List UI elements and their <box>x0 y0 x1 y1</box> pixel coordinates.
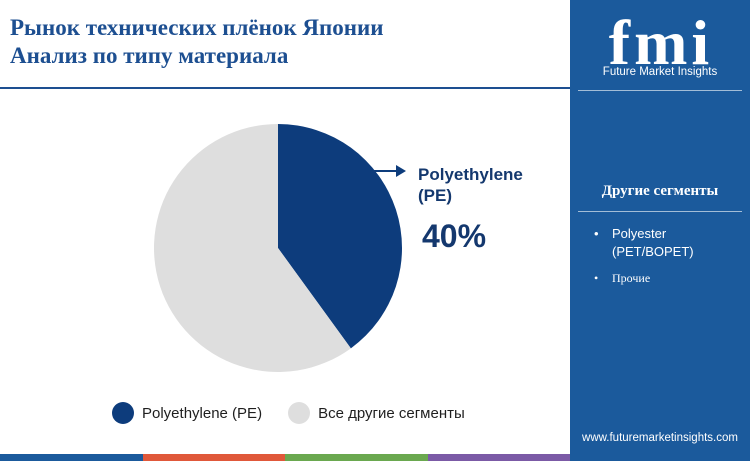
callout-label: Polyethylene (PE) <box>418 165 523 205</box>
legend-swatch-other <box>288 402 311 424</box>
callout-arrow <box>372 165 406 177</box>
legend-swatch-pe <box>112 402 134 424</box>
fmi-logo: fmi <box>609 8 713 78</box>
legend-item-pe: Polyethylene (PE) <box>112 402 262 424</box>
segment-item-polyester: Polyester (PET/BOPET) <box>594 225 742 261</box>
pie-chart <box>153 124 406 373</box>
pie-slice-pe <box>278 124 402 349</box>
callout-percentage: 40% <box>422 218 487 254</box>
title-line-2: Анализ по типу материала <box>10 43 289 68</box>
sidebar-divider <box>578 211 742 212</box>
legend-label-pe: Polyethylene (PE) <box>142 404 263 422</box>
sidebar-divider-top <box>578 90 742 91</box>
website-url: www.futuremarketinsights.com <box>582 432 738 444</box>
segment-item-other: Прочие <box>594 269 742 287</box>
sidebar-panel: fmi Future Market Insights Другие сегмен… <box>570 0 750 461</box>
brand-name: Future Market Insights <box>602 66 718 78</box>
title-line-1: Рынок технических плёнок Японии <box>10 15 384 40</box>
chart-legend: Polyethylene (PE) Все другие сегменты <box>112 402 491 424</box>
bottom-color-bar <box>0 454 570 461</box>
chart-title: Рынок технических плёнок Японии Анализ п… <box>10 14 550 70</box>
pie-slices <box>153 124 402 373</box>
logo-wordmark: fmi <box>609 8 713 78</box>
bottom-bar-segment <box>427 454 570 461</box>
bottom-bar-segment <box>142 454 285 461</box>
legend-label-other: Все другие сегменты <box>318 404 465 422</box>
bottom-bar-segment <box>285 454 428 461</box>
pie-slice-other <box>153 124 351 373</box>
sidebar-heading: Другие сегменты <box>601 183 719 199</box>
title-divider <box>0 87 570 89</box>
other-segments-list: Polyester (PET/BOPET) Прочие <box>594 225 742 295</box>
bottom-bar-segment <box>0 454 143 461</box>
legend-item-other: Все другие сегменты <box>288 402 465 424</box>
